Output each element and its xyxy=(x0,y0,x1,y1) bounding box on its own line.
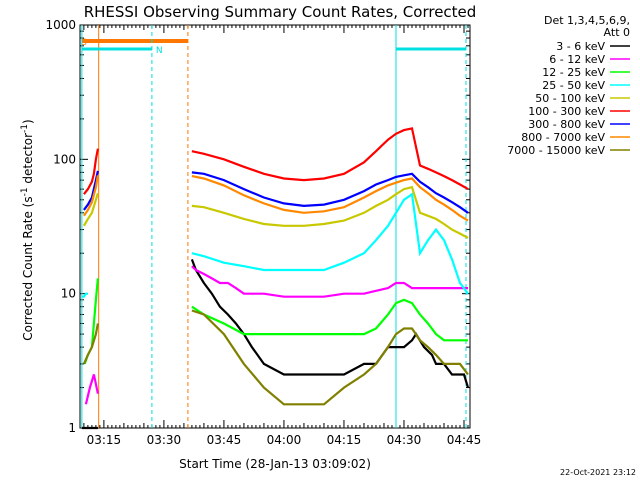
series-line xyxy=(191,265,468,298)
series-line xyxy=(84,374,99,405)
series-line xyxy=(82,175,99,217)
plot-area: 1 10 100 1000 03:15 03:30 03:45 04:00 04:15 04:30… xyxy=(45,18,481,447)
y-axis-label: Corrected Count Rate (s-1 detector-1) xyxy=(20,119,35,340)
ylabel-sup2: -1 xyxy=(20,124,30,133)
series-line xyxy=(191,192,469,295)
svg-text:Corrected Count Rate (s-1 dete: Corrected Count Rate (s-1 detector-1) xyxy=(20,119,35,340)
y-tick-label: 100 xyxy=(53,152,76,166)
series-line xyxy=(191,171,469,214)
series-line xyxy=(83,148,99,195)
chart-title: RHESSI Observing Summary Count Rates, Co… xyxy=(84,3,477,21)
series-line xyxy=(191,298,468,342)
ylabel-main: Corrected Count Rate (s xyxy=(21,196,35,340)
ylabel-mid: detector xyxy=(21,133,35,188)
y-tick-label: 10 xyxy=(61,287,76,301)
series-line xyxy=(191,185,469,239)
legend-header-line2: Att 0 xyxy=(604,26,630,39)
legend-label: 50 - 100 keV xyxy=(535,92,605,105)
x-tick-label: 03:30 xyxy=(147,433,182,447)
legend-label: 6 - 12 keV xyxy=(549,53,605,66)
x-tick-label: 03:45 xyxy=(207,433,242,447)
legend-label: 800 - 7000 keV xyxy=(521,131,605,144)
plot-frame xyxy=(79,24,471,429)
x-tick-label: 04:30 xyxy=(387,433,422,447)
ylabel-end: ) xyxy=(21,119,35,124)
ylabel-sup1: -1 xyxy=(20,187,30,196)
legend-label: 300 - 800 keV xyxy=(528,118,605,131)
series-line xyxy=(191,127,469,191)
x-tick-label: 04:00 xyxy=(267,433,302,447)
series-line xyxy=(82,192,99,227)
series-line xyxy=(81,292,88,298)
legend-label: 7000 - 15000 keV xyxy=(507,144,605,157)
y-tick-label: 1 xyxy=(68,421,76,435)
marker-n-label: N xyxy=(156,46,163,56)
legend-label: 12 - 25 keV xyxy=(542,66,605,79)
series-line xyxy=(82,323,99,365)
y-tick-label: 1000 xyxy=(45,18,76,32)
legend-header-line1: Det 1,3,4,5,6,9, xyxy=(544,14,630,27)
x-tick-label: 04:15 xyxy=(327,433,362,447)
legend-label: 25 - 50 keV xyxy=(542,79,605,92)
series-line xyxy=(190,259,470,388)
legend-label: 3 - 6 keV xyxy=(556,40,605,53)
legend-label: 100 - 300 keV xyxy=(528,105,605,118)
series-line xyxy=(191,175,469,222)
x-tick-label: 03:15 xyxy=(87,433,122,447)
footer-date: 22-Oct-2021 23:12 xyxy=(560,468,636,477)
x-axis-label: Start Time (28-Jan-13 03:09:02) xyxy=(179,457,371,471)
series-line xyxy=(191,309,469,406)
x-tick-label: 04:45 xyxy=(447,433,482,447)
marker-s-label: S xyxy=(81,38,87,48)
